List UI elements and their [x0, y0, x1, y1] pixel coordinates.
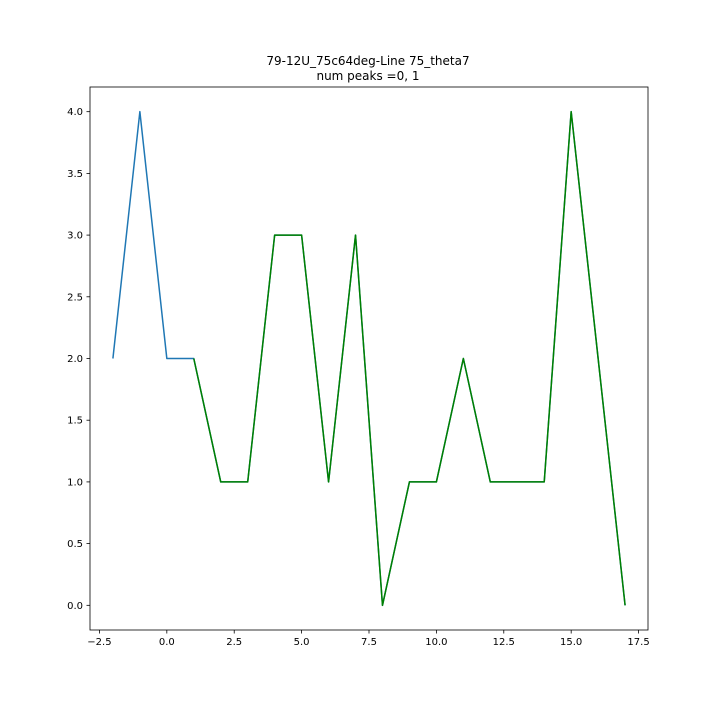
x-tick-label: 5.0	[294, 637, 310, 648]
series-line-2	[193, 110, 626, 607]
y-tick-label: 2.5	[67, 292, 83, 303]
x-axis: −2.5 0.0 2.5 5.0 7.5 10.0 12.5 15.0 17.5	[87, 630, 650, 648]
chart-subtitle: num peaks =0, 1	[316, 69, 419, 83]
x-tick-label: −2.5	[87, 637, 111, 648]
chart-title: 79-12U_75c64deg-Line 75_theta7	[266, 54, 469, 68]
x-tick-label: 10.0	[425, 637, 447, 648]
x-tick-label: 7.5	[361, 637, 377, 648]
x-tick-label: 2.5	[226, 637, 242, 648]
x-tick-label: 17.5	[627, 637, 649, 648]
y-tick-label: 1.0	[67, 477, 83, 488]
y-tick-label: 0.0	[67, 601, 83, 612]
plot-frame	[89, 86, 649, 631]
y-tick-label: 2.0	[67, 354, 83, 365]
series-layer	[112, 110, 626, 607]
y-tick-label: 0.5	[67, 539, 83, 550]
y-tick-label: 1.5	[67, 416, 83, 427]
y-tick-label: 4.0	[67, 107, 83, 118]
y-axis: 0.0 0.5 1.0 1.5 2.0 2.5 3.0 3.5 4.0	[67, 107, 90, 612]
x-tick-label: 0.0	[159, 637, 175, 648]
y-tick-label: 3.0	[67, 231, 83, 242]
x-tick-label: 15.0	[560, 637, 582, 648]
series-line-1	[112, 110, 626, 607]
y-tick-label: 3.5	[67, 169, 83, 180]
x-tick-label: 12.5	[493, 637, 515, 648]
